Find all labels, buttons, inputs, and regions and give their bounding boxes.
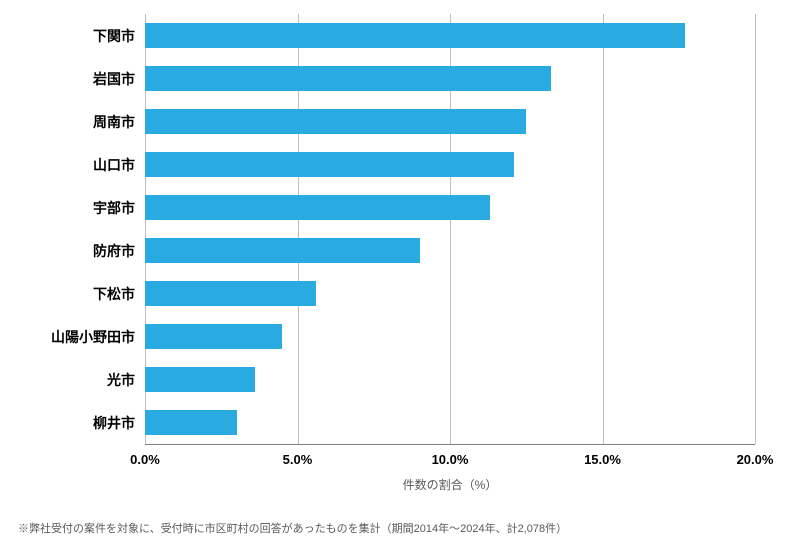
category-label: 柳井市 bbox=[93, 413, 135, 433]
x-tick-label: 15.0% bbox=[584, 452, 621, 467]
bar bbox=[145, 152, 514, 176]
category-label: 岩国市 bbox=[93, 69, 135, 89]
category-label: 山陽小野田市 bbox=[51, 327, 135, 347]
x-tick-label: 20.0% bbox=[737, 452, 774, 467]
category-label: 防府市 bbox=[93, 241, 135, 261]
gridline bbox=[603, 14, 604, 444]
chart-area: 0.0% 5.0% 10.0% 15.0% 20.0% 下関市岩国市周南市山口市宇部市防府… bbox=[0, 0, 790, 551]
category-label: 宇部市 bbox=[93, 198, 135, 218]
footnote-text: ※弊社受付の案件を対象に、受付時に市区町村の回答があったものを集計（期間2014… bbox=[18, 520, 567, 536]
bar bbox=[145, 109, 526, 133]
bar bbox=[145, 367, 255, 391]
bar bbox=[145, 281, 316, 305]
x-tick-label: 0.0% bbox=[130, 452, 160, 467]
page-root: 0.0% 5.0% 10.0% 15.0% 20.0% 下関市岩国市周南市山口市宇部市防府… bbox=[0, 0, 790, 551]
x-axis-title: 件数の割合（%） bbox=[403, 476, 498, 493]
category-label: 下関市 bbox=[93, 26, 135, 46]
plot-area bbox=[145, 14, 755, 444]
bar bbox=[145, 195, 490, 219]
bar bbox=[145, 238, 420, 262]
category-label: 光市 bbox=[107, 370, 135, 390]
x-tick-label: 5.0% bbox=[283, 452, 313, 467]
x-tick-label: 10.0% bbox=[432, 452, 469, 467]
bar bbox=[145, 66, 551, 90]
bar bbox=[145, 324, 282, 348]
gridline bbox=[755, 14, 756, 444]
category-label: 下松市 bbox=[93, 284, 135, 304]
x-axis-line bbox=[145, 444, 755, 445]
bar bbox=[145, 23, 685, 47]
category-label: 山口市 bbox=[93, 155, 135, 175]
category-label: 周南市 bbox=[93, 112, 135, 132]
bar bbox=[145, 410, 237, 434]
